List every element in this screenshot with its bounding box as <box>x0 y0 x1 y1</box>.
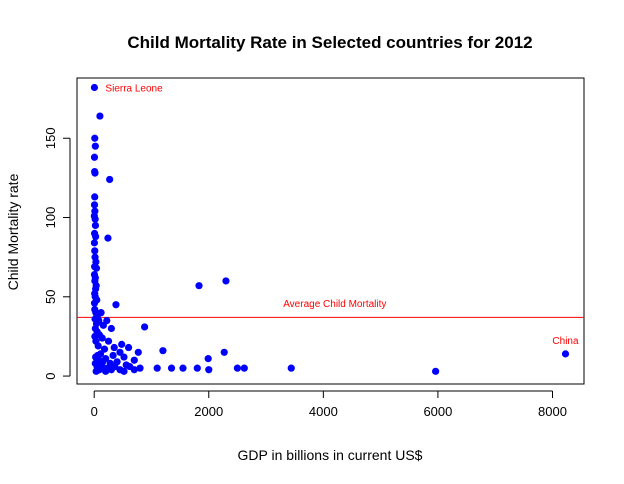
data-point <box>167 364 176 372</box>
data-point <box>561 350 570 358</box>
data-point <box>240 364 248 372</box>
data-point <box>124 343 133 352</box>
data-point <box>116 348 124 356</box>
data-point <box>91 215 99 223</box>
data-point <box>233 364 242 372</box>
data-point <box>159 347 167 355</box>
data-point <box>153 364 161 372</box>
data-point <box>130 366 138 374</box>
data-point <box>107 366 115 374</box>
data-point <box>98 334 106 342</box>
y-axis-label: Child Mortality rate <box>5 173 21 290</box>
x-tick-label: 2000 <box>194 404 223 419</box>
y-tick-label: 150 <box>43 127 58 149</box>
annotation-label: China <box>552 336 579 347</box>
x-tick-label: 4000 <box>309 404 338 419</box>
data-point <box>91 247 99 255</box>
y-tick-label: 0 <box>43 372 58 379</box>
annotation-label: Sierra Leone <box>105 84 163 95</box>
data-point <box>205 366 213 374</box>
data-point <box>118 340 126 348</box>
data-point <box>179 364 187 372</box>
chart-title: Child Mortality Rate in Selected countri… <box>127 33 532 52</box>
data-point <box>91 169 99 177</box>
data-point <box>92 367 100 375</box>
data-point <box>106 175 114 184</box>
annotations: Sierra Leone China <box>105 84 579 347</box>
data-point <box>90 83 99 92</box>
data-point <box>100 345 109 353</box>
average-line-label: Average Child Mortality <box>283 299 386 310</box>
data-point <box>204 355 212 363</box>
data-point <box>110 343 118 352</box>
x-tick-label: 8000 <box>538 404 567 419</box>
x-axis-label: GDP in billions in current US$ <box>238 447 423 463</box>
data-point <box>107 324 115 333</box>
data-point <box>99 321 107 329</box>
data-point <box>91 193 99 201</box>
data-point <box>134 348 142 356</box>
x-tick-label: 6000 <box>423 404 452 419</box>
y-tick-label: 50 <box>43 290 58 304</box>
data-point <box>92 264 101 272</box>
data-point <box>90 153 99 161</box>
data-point <box>120 353 128 361</box>
data-point <box>195 282 203 290</box>
data-point <box>91 134 99 142</box>
data-point <box>112 301 120 309</box>
data-point <box>90 299 99 307</box>
data-point <box>120 367 128 375</box>
data-point <box>91 221 100 230</box>
data-point <box>287 364 295 372</box>
data-point <box>91 142 99 150</box>
data-point <box>130 356 138 364</box>
average-line-group: Average Child Mortality <box>77 299 584 318</box>
y-tick-label: 100 <box>43 207 58 229</box>
data-points <box>90 83 570 375</box>
data-point <box>92 232 100 241</box>
data-point <box>109 351 117 360</box>
data-point <box>104 234 112 242</box>
data-point <box>136 364 144 372</box>
data-point <box>104 337 113 345</box>
data-point <box>94 342 102 350</box>
x-tick-label: 0 <box>91 404 98 419</box>
plot-frame <box>76 77 585 385</box>
data-point <box>220 348 228 356</box>
data-point <box>96 112 104 120</box>
axes: 0 2000 4000 6000 8000 0 50 100 150 <box>43 127 567 419</box>
data-point <box>193 364 201 372</box>
data-point <box>90 239 99 247</box>
data-point <box>432 367 440 375</box>
data-point <box>90 201 99 209</box>
data-point <box>102 367 110 375</box>
data-point <box>141 323 149 331</box>
data-point <box>222 277 230 285</box>
